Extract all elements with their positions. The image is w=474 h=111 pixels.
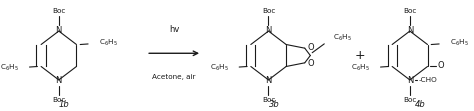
Text: Boc: Boc (262, 97, 275, 103)
Text: $\mathregular{C_6H_5}$: $\mathregular{C_6H_5}$ (450, 38, 468, 48)
Text: $\mathregular{C_6H_5}$: $\mathregular{C_6H_5}$ (210, 63, 228, 73)
Text: 3b: 3b (269, 100, 280, 109)
Text: Boc: Boc (52, 97, 65, 103)
Text: +: + (355, 49, 365, 62)
Text: N: N (55, 76, 62, 85)
Text: $\mathregular{C_6H_5}$: $\mathregular{C_6H_5}$ (351, 63, 370, 73)
Text: Boc: Boc (403, 97, 417, 103)
Text: N: N (407, 76, 413, 85)
Text: Boc: Boc (52, 8, 65, 14)
Text: Acetone, air: Acetone, air (152, 74, 196, 80)
Text: 1b: 1b (58, 100, 69, 109)
Text: -CHO: -CHO (419, 77, 438, 83)
Text: $\mathregular{C_6H_5}$: $\mathregular{C_6H_5}$ (0, 63, 19, 73)
Text: O: O (308, 59, 315, 68)
Text: N: N (55, 26, 62, 35)
Text: N: N (407, 26, 413, 35)
Text: $\mathregular{C_6H_5}$: $\mathregular{C_6H_5}$ (334, 33, 352, 43)
Text: N: N (265, 26, 272, 35)
Text: Boc: Boc (262, 8, 275, 14)
Text: N: N (265, 76, 272, 85)
Text: 4b: 4b (415, 100, 426, 109)
Text: O: O (437, 61, 444, 70)
Text: O: O (308, 43, 315, 52)
Text: $\mathregular{C_6H_5}$: $\mathregular{C_6H_5}$ (99, 38, 118, 48)
Text: hv: hv (169, 25, 179, 35)
Text: Boc: Boc (403, 8, 417, 14)
